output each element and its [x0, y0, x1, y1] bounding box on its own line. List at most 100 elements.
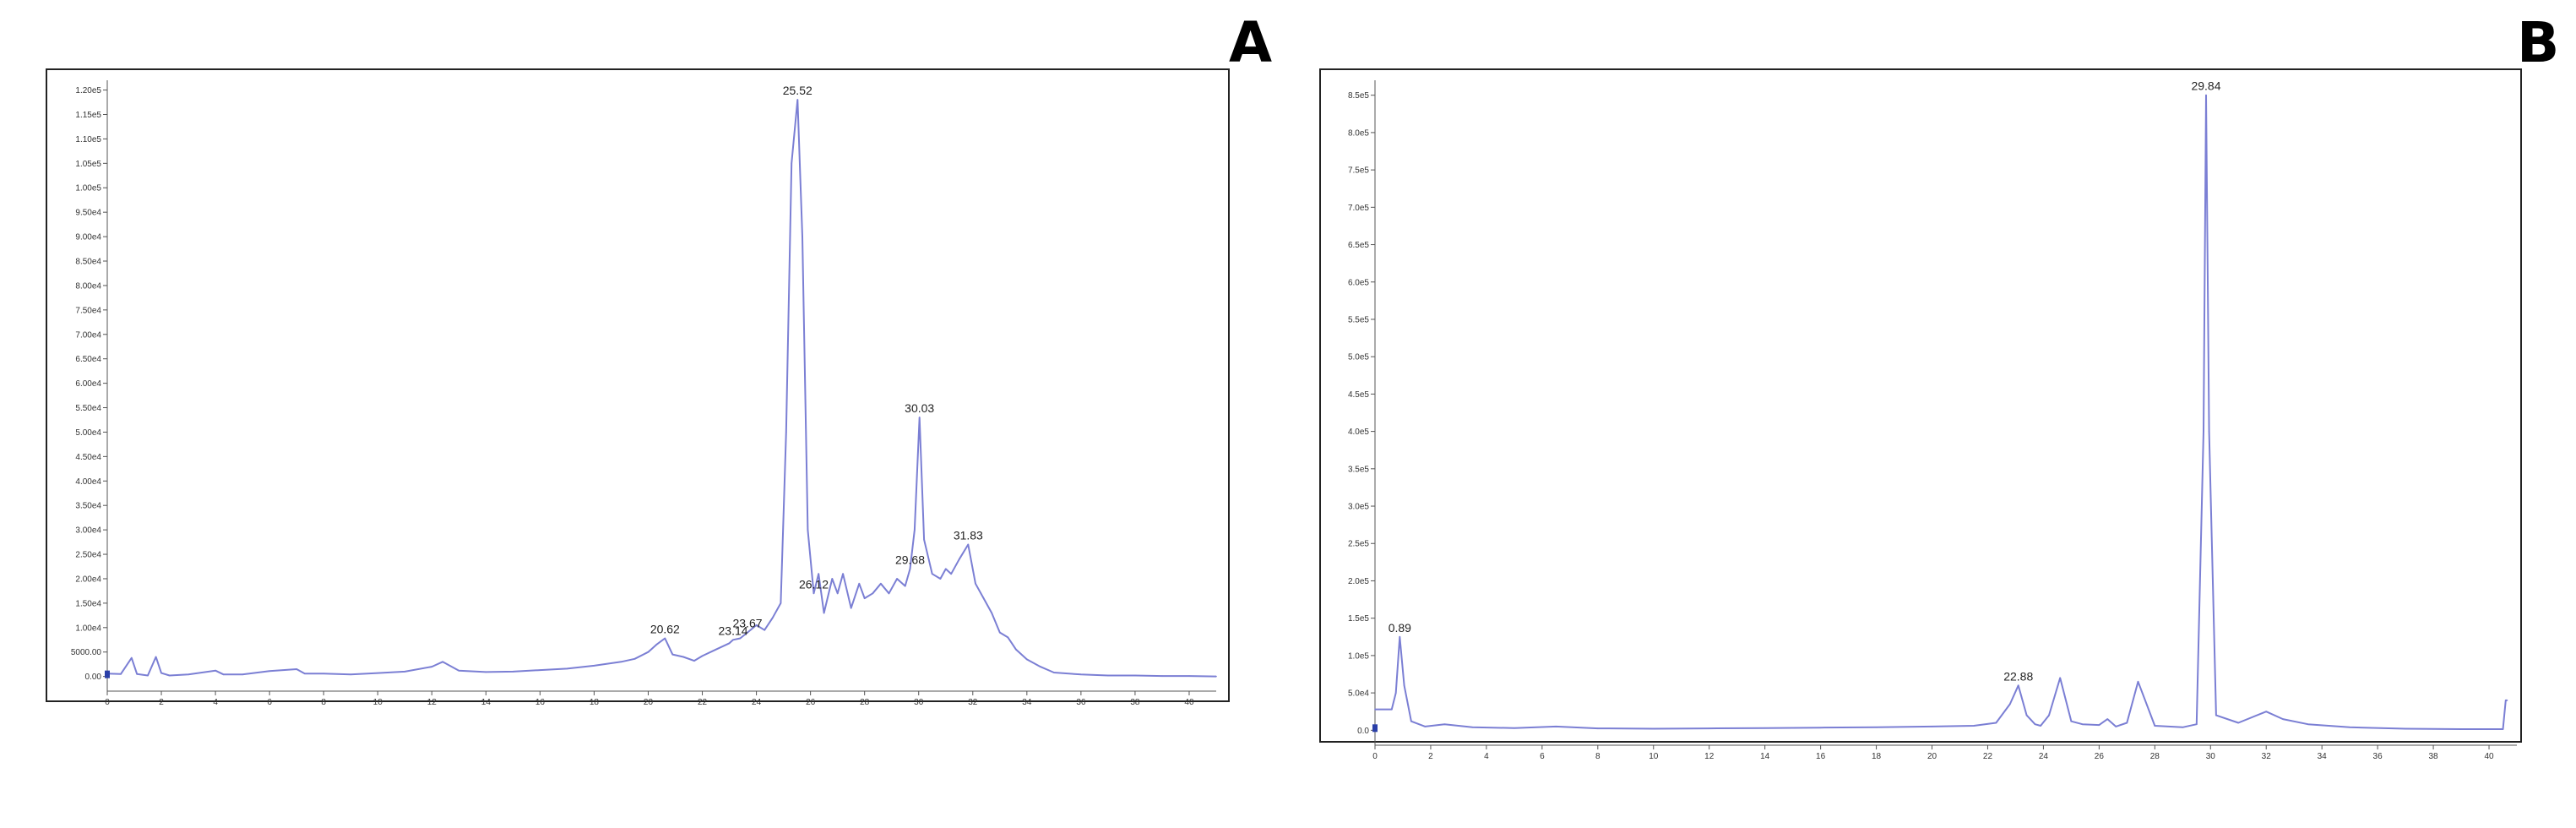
trace-point — [2081, 723, 2084, 725]
x-tick-label: 14 — [1760, 752, 1770, 761]
trace-point — [959, 558, 960, 560]
trace-point — [296, 668, 298, 670]
peak-label: 30.03 — [905, 401, 934, 415]
y-tick-label: 7.0e5 — [1348, 204, 1369, 213]
trace-point — [2098, 724, 2100, 726]
trace-point — [1053, 672, 1055, 673]
y-tick-label: 6.00e4 — [75, 379, 101, 389]
y-tick-label: 5000.00 — [71, 648, 102, 657]
peak-label: 20.62 — [650, 623, 680, 636]
trace-point — [647, 651, 649, 653]
trace-point — [442, 661, 443, 663]
trace-point — [1391, 708, 1393, 711]
trace-point — [187, 673, 189, 676]
peak-label: 29.68 — [895, 553, 925, 566]
trace-point — [2282, 718, 2284, 720]
trace-point — [2502, 728, 2504, 730]
trace-point — [802, 236, 803, 237]
trace-point — [939, 578, 942, 580]
y-tick-label: 0.0 — [1357, 727, 1369, 736]
trace-point — [1471, 727, 1474, 728]
trace-point — [732, 639, 734, 641]
x-tick-label: 12 — [427, 698, 437, 707]
x-tick-label: 24 — [2039, 752, 2049, 761]
trace-point — [967, 543, 970, 546]
trace-point — [1374, 708, 1376, 711]
trace-point — [2154, 725, 2156, 727]
trace-point — [1931, 726, 1933, 727]
y-tick-label: 8.00e4 — [75, 281, 101, 291]
trace-point — [739, 637, 742, 640]
trace-point — [896, 578, 898, 580]
x-tick-label: 26 — [2095, 752, 2105, 761]
trace-point — [872, 592, 874, 595]
trace-point — [512, 671, 514, 673]
x-tick-label: 36 — [2373, 752, 2383, 761]
x-tick-label: 16 — [1816, 752, 1826, 761]
peak-label: 0.89 — [1389, 621, 1411, 635]
peak-label: 25.52 — [783, 84, 812, 97]
x-tick-label: 16 — [535, 698, 546, 707]
trace-point — [791, 162, 792, 165]
trace-point — [222, 673, 225, 676]
y-tick-label: 2.50e4 — [75, 551, 101, 560]
y-tick-label: 1.5e5 — [1348, 614, 1369, 624]
x-tick-label: 22 — [1983, 752, 1993, 761]
trace-point — [323, 673, 325, 674]
x-tick-label: 28 — [860, 698, 870, 707]
x-tick-label: 4 — [213, 698, 218, 707]
trace-point — [1819, 727, 1822, 728]
panel-letter-a: A — [1229, 10, 1273, 75]
trace-point — [975, 583, 976, 585]
peak-label: 29.84 — [2191, 79, 2220, 93]
trace-point — [842, 573, 844, 575]
trace-point — [909, 568, 911, 570]
x-tick-label: 10 — [373, 698, 383, 707]
trace-point — [404, 671, 406, 673]
x-tick-label: 8 — [321, 698, 326, 707]
y-tick-label: 4.00e4 — [75, 477, 101, 487]
trace-point — [728, 642, 731, 645]
trace-point — [2106, 718, 2109, 720]
trace-point — [539, 669, 541, 671]
x-tick-label: 14 — [481, 698, 492, 707]
trace-point — [485, 671, 487, 673]
x-tick-label: 34 — [1022, 698, 1032, 707]
x-tick-label: 2 — [1428, 752, 1433, 761]
x-tick-label: 18 — [1872, 752, 1882, 761]
x-tick-label: 38 — [1130, 698, 1140, 707]
trace-point — [147, 674, 149, 677]
trace-point — [918, 417, 921, 418]
trace-point — [701, 655, 704, 657]
trace-point — [1188, 675, 1190, 677]
trace-point — [2009, 703, 2011, 705]
y-tick-label: 2.00e4 — [75, 575, 101, 584]
peak-label: 22.88 — [2003, 669, 2033, 683]
trace-point — [2237, 722, 2239, 724]
trace-point — [655, 644, 657, 646]
trace-point — [1040, 666, 1041, 667]
y-tick-label: 1.00e4 — [75, 624, 101, 633]
trace-point — [812, 592, 815, 595]
trace-point — [2349, 727, 2350, 728]
trace-point — [1555, 726, 1557, 727]
trace-point — [923, 538, 925, 541]
x-tick-label: 6 — [267, 698, 272, 707]
y-tick-label: 1.20e5 — [75, 86, 101, 95]
trace-point — [664, 637, 666, 640]
trace-point — [807, 529, 809, 531]
trace-point — [1161, 675, 1163, 677]
trace-point — [950, 573, 952, 575]
trace-point — [1215, 675, 1217, 678]
x-tick-label: 2 — [159, 698, 164, 707]
trace-point — [131, 656, 133, 659]
trace-point — [242, 673, 243, 676]
trace-point — [880, 583, 882, 585]
y-tick-label: 8.50e4 — [75, 258, 101, 267]
y-tick-label: 6.0e5 — [1348, 278, 1369, 287]
trace-point — [682, 656, 684, 658]
y-tick-label: 3.50e4 — [75, 502, 101, 511]
trace-point — [2506, 700, 2508, 701]
trace-point — [120, 673, 122, 675]
